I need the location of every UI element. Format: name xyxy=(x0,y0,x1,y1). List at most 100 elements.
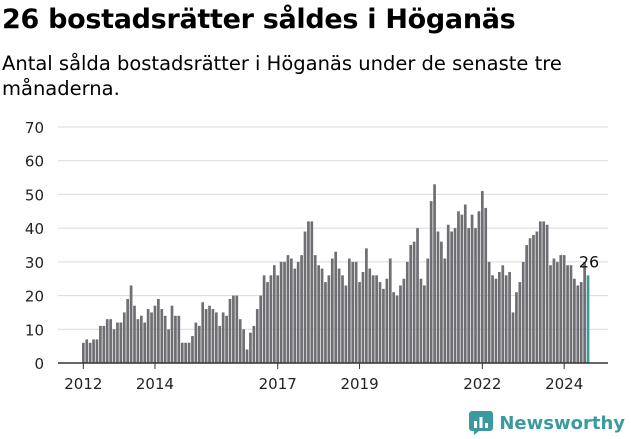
bar xyxy=(150,312,153,363)
bar xyxy=(562,255,566,363)
bar xyxy=(249,332,252,363)
bar xyxy=(194,322,198,363)
bar xyxy=(470,214,474,363)
bar xyxy=(371,275,375,363)
bar xyxy=(501,265,505,363)
bar xyxy=(330,258,334,363)
bar xyxy=(351,261,355,363)
bar xyxy=(467,228,471,363)
bar xyxy=(480,191,484,363)
axis-ticks: 0 10 20 30 40 50 60 70 2012 2014 2017 2019 2022 2024 2… xyxy=(25,119,608,393)
bar xyxy=(429,201,433,363)
bar xyxy=(283,261,286,363)
newsworthy-logo-icon xyxy=(469,411,494,435)
bar xyxy=(504,275,508,363)
bar xyxy=(453,228,457,363)
bar xyxy=(191,336,194,363)
bar xyxy=(549,265,552,363)
bar xyxy=(576,285,580,363)
y-tick-label: 50 xyxy=(25,186,44,204)
bar xyxy=(208,305,211,363)
bar xyxy=(255,309,259,363)
bar xyxy=(566,265,569,363)
bar xyxy=(95,339,99,363)
bar xyxy=(426,258,430,363)
bar xyxy=(204,309,208,363)
bar xyxy=(126,298,130,363)
brand-name: Newsworthy xyxy=(499,412,625,434)
bar xyxy=(317,265,320,363)
bar xyxy=(146,309,150,363)
bar xyxy=(535,231,539,363)
bar xyxy=(259,295,263,363)
bar xyxy=(116,322,119,363)
bar xyxy=(508,271,511,363)
bar xyxy=(112,329,116,363)
bar xyxy=(382,288,385,363)
bar xyxy=(337,268,341,363)
bar xyxy=(266,282,269,363)
bar xyxy=(399,285,402,363)
bar xyxy=(368,268,372,363)
bar xyxy=(211,309,215,363)
bar xyxy=(573,278,576,363)
bar xyxy=(395,295,399,363)
bar xyxy=(484,207,488,363)
bar xyxy=(85,339,89,363)
bar xyxy=(180,342,184,363)
bar xyxy=(119,322,123,363)
bar xyxy=(525,245,528,363)
bar xyxy=(518,282,522,363)
y-tick-label: 60 xyxy=(25,153,44,171)
bar xyxy=(569,265,573,363)
bar xyxy=(221,312,225,363)
bar xyxy=(443,258,447,363)
bar xyxy=(583,261,586,363)
bar xyxy=(528,238,532,363)
bar xyxy=(412,241,416,363)
bar xyxy=(218,325,222,363)
bar xyxy=(307,221,310,363)
bar xyxy=(341,275,344,363)
bar xyxy=(225,315,228,363)
bar xyxy=(515,292,518,363)
bar xyxy=(160,309,164,363)
bar xyxy=(235,295,239,363)
bar xyxy=(232,295,235,363)
bar xyxy=(105,319,109,363)
x-tick-label: 2022 xyxy=(463,375,501,393)
bar xyxy=(92,339,95,363)
bar xyxy=(133,305,136,363)
bar xyxy=(197,325,201,363)
bar xyxy=(296,261,300,363)
x-tick-label: 2019 xyxy=(340,375,378,393)
bar xyxy=(102,325,106,363)
bar xyxy=(457,211,460,363)
chart-subtitle: Antal sålda bostadsrätter i Höganäs unde… xyxy=(2,52,562,100)
bar xyxy=(477,211,481,363)
y-tick-label: 20 xyxy=(25,288,44,306)
bar xyxy=(354,261,358,363)
bar xyxy=(409,245,413,363)
bar xyxy=(555,261,559,363)
bar xyxy=(269,275,273,363)
bar xyxy=(320,268,324,363)
bar xyxy=(129,285,133,363)
y-tick-label: 40 xyxy=(25,220,44,238)
bar xyxy=(143,322,147,363)
bar xyxy=(238,319,242,363)
bar xyxy=(139,315,143,363)
bar xyxy=(347,258,351,363)
bar xyxy=(545,224,549,363)
bar xyxy=(402,278,406,363)
y-tick-label: 30 xyxy=(25,254,44,272)
x-tick-label: 2012 xyxy=(64,375,102,393)
bar xyxy=(385,278,389,363)
bars xyxy=(82,184,590,363)
bar xyxy=(542,221,546,363)
bar-chart: 0 10 20 30 40 50 60 70 2012 2014 2017 2019 2022 2024 2… xyxy=(25,119,608,393)
bar xyxy=(122,312,126,363)
bar xyxy=(157,298,160,363)
bar xyxy=(109,319,112,363)
brand-badge: Newsworthy xyxy=(469,408,625,438)
